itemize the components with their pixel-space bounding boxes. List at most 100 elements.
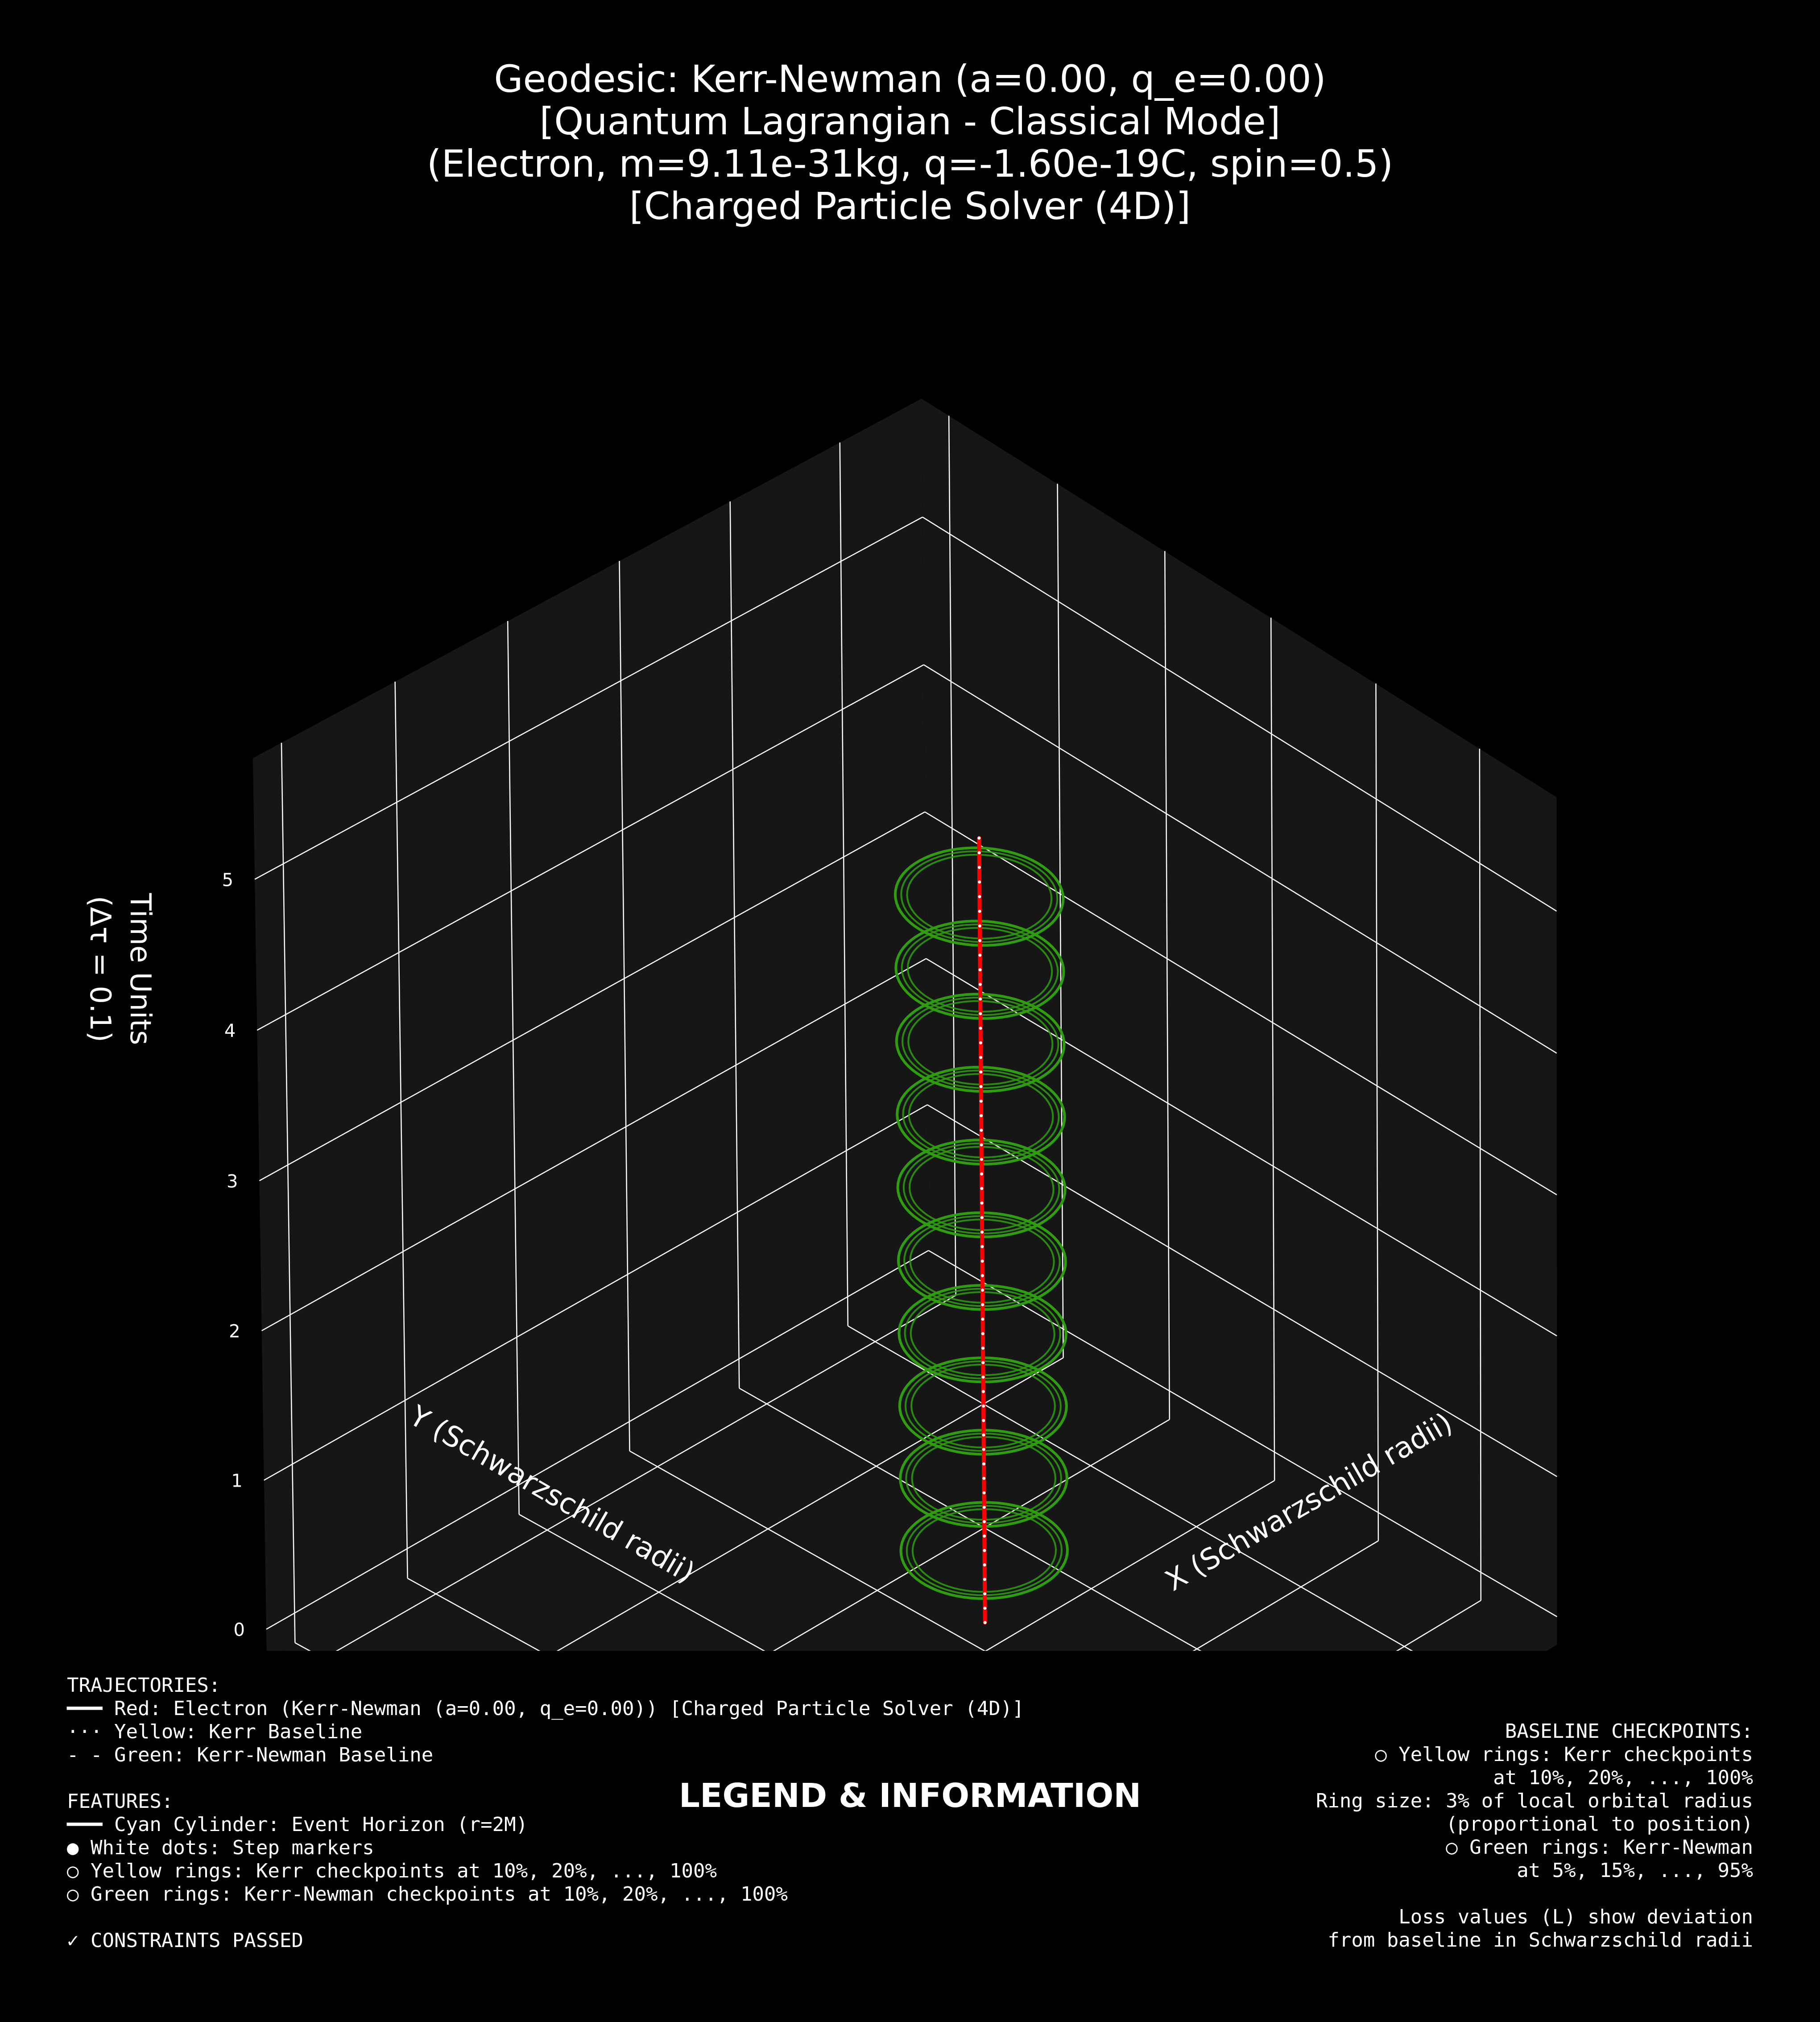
step-marker bbox=[982, 1505, 986, 1509]
grid-floor-x bbox=[985, 1480, 1275, 1651]
legend-left-line: ··· Yellow: Kerr Baseline bbox=[67, 1720, 363, 1743]
z-tick-label: 3 bbox=[227, 1171, 238, 1192]
trajectory-layer bbox=[977, 836, 987, 1625]
right-wall-pane bbox=[921, 398, 1557, 1645]
checkpoint-ring bbox=[896, 1139, 1067, 1239]
step-marker bbox=[983, 1534, 986, 1538]
step-marker bbox=[979, 1099, 983, 1103]
step-marker bbox=[979, 1027, 982, 1030]
checkpoint-ring bbox=[910, 1363, 1056, 1449]
legend-left-line bbox=[67, 1906, 1024, 1929]
checkpoint-ring bbox=[903, 1215, 1061, 1307]
grid-wall-y bbox=[729, 501, 740, 1388]
legend-left-line bbox=[67, 1767, 1024, 1790]
checkpoint-rings bbox=[893, 846, 1069, 1600]
step-marker bbox=[982, 1448, 985, 1451]
grid-wall-x bbox=[1479, 749, 1482, 1601]
step-marker bbox=[983, 1592, 987, 1595]
step-marker bbox=[977, 866, 981, 869]
checkpoint-ring bbox=[902, 1142, 1060, 1235]
legend-right-line: ○ Yellow rings: Kerr checkpoints bbox=[1375, 1743, 1753, 1766]
checkpoint-ring bbox=[904, 1288, 1061, 1380]
legend-left-line: ○ Yellow rings: Kerr checkpoints at 10%,… bbox=[67, 1860, 717, 1882]
title-line-2: [Quantum Lagrangian - Classical Mode] bbox=[539, 99, 1281, 143]
title-line-4: [Charged Particle Solver (4D)] bbox=[629, 184, 1191, 228]
grid-wall-x bbox=[1164, 551, 1171, 1420]
step-marker bbox=[982, 1520, 986, 1524]
title-line-1: Geodesic: Kerr-Newman (a=0.00, q_e=0.00) bbox=[494, 57, 1326, 101]
step-marker bbox=[983, 1563, 986, 1567]
grid-wall-x bbox=[1057, 484, 1064, 1358]
legend-right-line: ○ Green rings: Kerr-Newman bbox=[1446, 1836, 1753, 1859]
checkpoint-ring bbox=[906, 1504, 1063, 1596]
checkpoint-ring bbox=[894, 920, 1065, 1020]
checkpoint-ring bbox=[906, 927, 1053, 1013]
grid-floor-x bbox=[1192, 1540, 1379, 1651]
grid-wall-z-right bbox=[926, 958, 1557, 1337]
step-marker bbox=[981, 1347, 985, 1350]
grid-wall-y bbox=[619, 561, 630, 1451]
step-marker bbox=[983, 1621, 987, 1624]
step-marker bbox=[983, 1606, 987, 1610]
grid-wall-y bbox=[507, 621, 520, 1515]
legend-right-line: at 5%, 15%, ..., 95% bbox=[1517, 1859, 1753, 1882]
z-tick-label: 0 bbox=[234, 1620, 245, 1641]
checkpoint-ring bbox=[896, 1065, 1066, 1166]
legend-title: LEGEND & INFORMATION bbox=[678, 1777, 1142, 1815]
step-marker bbox=[980, 1114, 983, 1118]
checkpoint-ring bbox=[899, 1429, 1068, 1528]
grid-wall-z-left bbox=[264, 1104, 928, 1481]
step-marker bbox=[982, 1433, 985, 1437]
step-marker bbox=[980, 1260, 984, 1263]
legend-right-line: (proportional to position) bbox=[1446, 1813, 1753, 1836]
grid-wall-z-left bbox=[266, 1250, 929, 1630]
legend-right-line: Loss values (L) show deviation bbox=[1398, 1906, 1753, 1928]
step-marker bbox=[978, 982, 982, 986]
legend-right-line: Ring size: 3% of local orbital radius bbox=[1315, 1790, 1753, 1812]
grid-wall-z-right bbox=[928, 1250, 1558, 1617]
grid-wall-y bbox=[394, 681, 408, 1579]
checkpoint-ring bbox=[904, 1360, 1062, 1452]
legend-left-line: TRAJECTORIES: bbox=[67, 1674, 221, 1697]
legend-right-line: BASELINE CHECKPOINTS: bbox=[1505, 1720, 1753, 1743]
step-marker bbox=[979, 997, 982, 1001]
plot-3d: 242628303234−4−20246012345 X (Schwarzsch… bbox=[83, 398, 1558, 1651]
checkpoint-ring bbox=[908, 1073, 1054, 1159]
tick-labels: 242628303234−4−20246012345 bbox=[222, 870, 245, 1641]
grid-wall-x bbox=[1375, 684, 1379, 1541]
grid-wall-z-right bbox=[923, 664, 1557, 1054]
grid-floor-y bbox=[848, 1325, 1413, 1651]
checkpoint-ring bbox=[893, 846, 1065, 947]
step-marker bbox=[980, 1274, 984, 1277]
chart-title: Geodesic: Kerr-Newman (a=0.00, q_e=0.00)… bbox=[0, 58, 1820, 228]
grid-floor-y bbox=[407, 1578, 541, 1651]
legend-right-line bbox=[1316, 1882, 1753, 1906]
z-axis-label-line-2: (Δτ = 0.1) bbox=[83, 896, 116, 1042]
step-marker bbox=[980, 1216, 984, 1219]
legend-right-line: from baseline in Schwarzschild radii bbox=[1328, 1929, 1753, 1952]
checkpoint-ring bbox=[899, 1501, 1069, 1600]
grid-floor-x bbox=[335, 1295, 956, 1651]
checkpoint-ring bbox=[897, 1211, 1067, 1311]
grid-wall-z-left bbox=[261, 958, 927, 1331]
step-marker bbox=[980, 1187, 984, 1190]
step-marker bbox=[980, 1158, 983, 1161]
z-axis-label-line-1: Time Units bbox=[124, 893, 157, 1045]
step-marker bbox=[979, 1085, 983, 1088]
z-tick-label: 2 bbox=[229, 1322, 240, 1342]
checkpoint-ring bbox=[911, 1436, 1057, 1521]
step-marker bbox=[980, 1245, 984, 1248]
grid-wall-y bbox=[839, 442, 849, 1326]
checkpoint-ring bbox=[905, 1433, 1062, 1524]
grid-wall-z-right bbox=[922, 516, 1557, 912]
step-marker bbox=[981, 1376, 985, 1379]
grid-floor-x bbox=[556, 1357, 1064, 1651]
step-marker bbox=[980, 1143, 983, 1147]
title-line-3: (Electron, m=9.11e-31kg, q=-1.60e-19C, s… bbox=[426, 142, 1394, 186]
left-wall-pane bbox=[252, 398, 929, 1651]
step-marker bbox=[979, 1041, 982, 1044]
checkpoint-ring bbox=[908, 1146, 1055, 1231]
checkpoint-ring bbox=[900, 850, 1059, 943]
step-marker bbox=[978, 939, 982, 942]
legend-left-line: ━━━ Cyan Cylinder: Event Horizon (r=2M) bbox=[67, 1813, 528, 1836]
